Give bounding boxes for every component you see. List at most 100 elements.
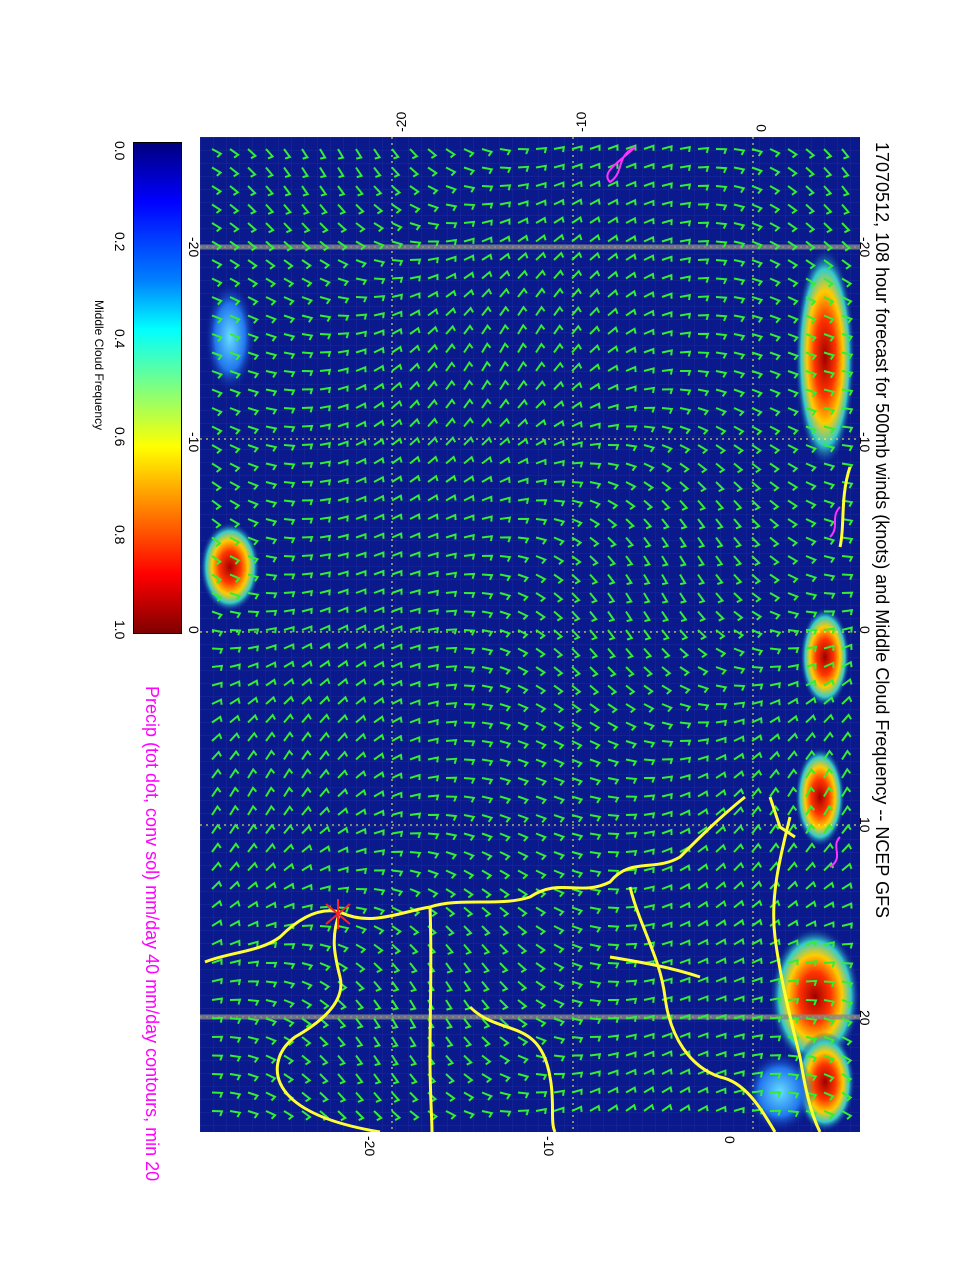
wind-barb bbox=[841, 713, 852, 724]
wind-barb bbox=[427, 737, 439, 744]
wind-barb bbox=[355, 788, 367, 798]
wind-barb bbox=[319, 222, 329, 234]
wind-barb bbox=[229, 185, 240, 196]
wind-barb bbox=[787, 998, 800, 1005]
wind-barb bbox=[643, 721, 656, 731]
wind-barb bbox=[319, 999, 330, 1010]
wind-barb bbox=[247, 592, 260, 600]
wind-barb bbox=[301, 943, 314, 951]
wind-barb bbox=[697, 462, 708, 474]
wind-barb bbox=[463, 869, 475, 880]
wind-barb bbox=[715, 444, 727, 455]
wind-barb bbox=[319, 368, 332, 376]
wind-barb bbox=[319, 203, 328, 215]
wind-barb bbox=[697, 314, 710, 321]
wind-barb bbox=[319, 441, 331, 449]
wind-barb bbox=[301, 805, 312, 816]
wind-barb bbox=[589, 198, 601, 206]
wind-barb bbox=[751, 148, 764, 157]
wind-barb bbox=[553, 888, 565, 898]
wind-barb bbox=[211, 664, 224, 671]
wind-barb bbox=[769, 682, 781, 689]
wind-barb bbox=[661, 368, 674, 375]
wind-barb bbox=[607, 234, 619, 243]
wind-barb bbox=[229, 351, 242, 361]
wind-barb bbox=[841, 259, 852, 270]
wind-barb bbox=[607, 1034, 620, 1041]
wind-barb bbox=[769, 444, 781, 455]
wind-barb bbox=[499, 235, 511, 243]
wind-barb bbox=[823, 823, 834, 835]
wind-barb bbox=[715, 573, 724, 585]
wind-barb bbox=[211, 786, 222, 798]
wind-barb bbox=[337, 1054, 347, 1066]
wind-barb bbox=[769, 786, 780, 798]
wind-barb bbox=[751, 259, 764, 268]
wind-barb bbox=[301, 924, 314, 931]
wind-barb bbox=[751, 351, 764, 361]
wind-barb bbox=[769, 1072, 782, 1079]
wind-barb bbox=[481, 398, 492, 409]
wind-barb bbox=[337, 1017, 347, 1029]
wind-barb bbox=[679, 388, 692, 396]
wind-barb bbox=[211, 425, 223, 436]
wind-barb bbox=[661, 721, 674, 730]
wind-barb bbox=[697, 146, 710, 154]
wind-barb bbox=[427, 645, 439, 652]
wind-barb bbox=[229, 259, 241, 270]
wind-barb bbox=[301, 148, 309, 160]
wind-barb bbox=[733, 843, 745, 853]
wind-barb bbox=[319, 713, 330, 724]
wind-barb bbox=[265, 166, 275, 178]
wind-barb bbox=[409, 148, 419, 160]
wind-barb bbox=[427, 551, 439, 559]
wind-barb bbox=[643, 536, 652, 549]
wind-barb bbox=[409, 455, 421, 465]
wind-barb bbox=[283, 314, 296, 324]
wind-barb bbox=[553, 629, 564, 640]
wind-barb bbox=[265, 901, 277, 909]
wind-barb bbox=[265, 425, 278, 434]
wind-barb bbox=[535, 721, 547, 732]
wind-barb bbox=[229, 222, 240, 233]
wind-barb bbox=[841, 1036, 853, 1046]
wind-barb bbox=[571, 362, 583, 372]
wind-barb bbox=[355, 222, 366, 233]
wind-barb bbox=[247, 696, 259, 705]
wind-barb bbox=[535, 269, 546, 280]
wind-barb bbox=[409, 240, 422, 248]
wind-barb bbox=[571, 198, 583, 206]
wind-barb bbox=[337, 1036, 347, 1048]
wind-barb bbox=[409, 980, 418, 993]
wind-barb bbox=[535, 478, 547, 486]
wind-barb bbox=[463, 980, 472, 993]
wind-barb bbox=[589, 180, 601, 187]
wind-barb bbox=[481, 666, 494, 674]
colorbar-label: Middle Cloud Frequency bbox=[92, 300, 106, 431]
wind-barb bbox=[697, 863, 709, 872]
wind-barb bbox=[841, 677, 853, 687]
wind-barb bbox=[283, 555, 296, 562]
wind-barb bbox=[337, 496, 349, 503]
wind-barb bbox=[751, 536, 761, 548]
wind-barb bbox=[445, 757, 458, 764]
wind-barb bbox=[499, 925, 510, 936]
wind-barb bbox=[607, 795, 620, 803]
wind-barb bbox=[355, 732, 367, 742]
wind-barb bbox=[211, 977, 223, 985]
wind-barb bbox=[337, 570, 349, 577]
wind-barb bbox=[823, 499, 836, 509]
wind-barb bbox=[769, 370, 782, 380]
wind-barb bbox=[229, 425, 241, 435]
wind-barb bbox=[805, 314, 817, 324]
wind-barb bbox=[805, 959, 817, 967]
wind-barb bbox=[265, 388, 278, 397]
wind-barb bbox=[751, 555, 761, 567]
wind-barb bbox=[229, 998, 242, 1005]
wind-barb bbox=[373, 733, 385, 742]
wind-barb bbox=[391, 1054, 399, 1067]
wind-barb bbox=[715, 806, 727, 816]
wind-barb bbox=[661, 200, 673, 207]
wind-barb bbox=[823, 861, 835, 872]
wind-barb bbox=[661, 292, 673, 299]
